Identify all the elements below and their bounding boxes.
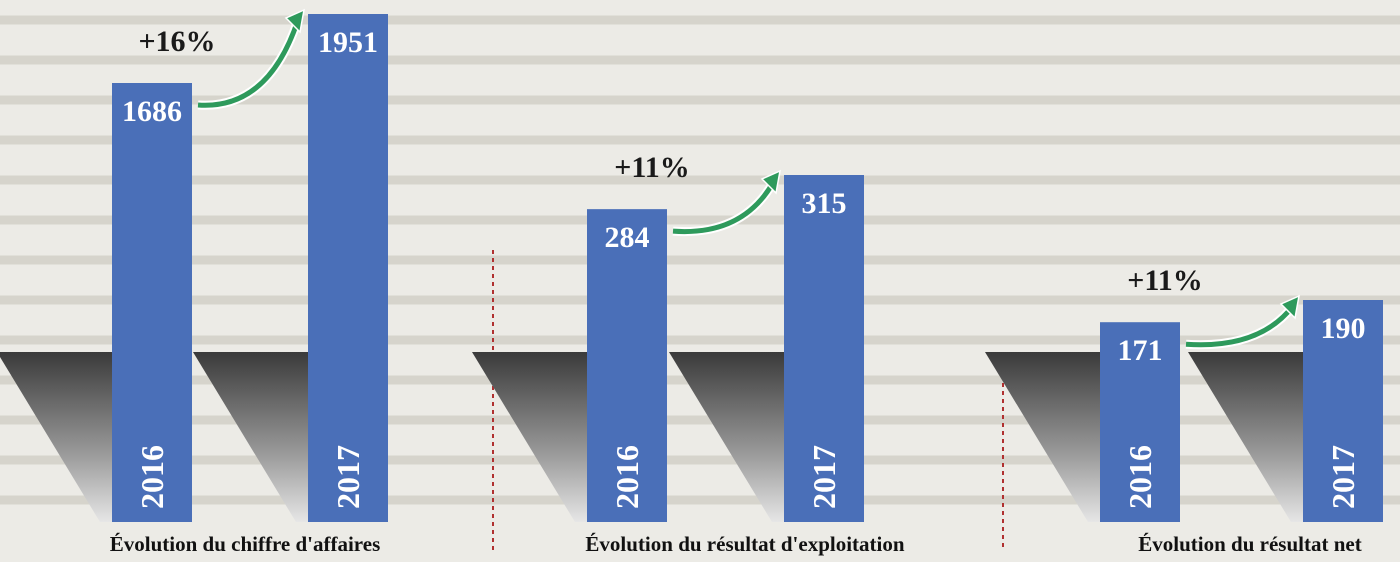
value-label: 315 <box>802 187 847 220</box>
value-label: 1951 <box>318 26 378 59</box>
chart-title: Évolution du résultat net <box>1138 532 1361 556</box>
growth-label: +11% <box>1127 264 1202 297</box>
growth-label: +11% <box>614 151 689 184</box>
value-label: 1686 <box>122 95 182 128</box>
value-label: 190 <box>1321 312 1366 345</box>
page: 1686 2016 1951 2017 +16% Évolution du chiffre… <box>0 0 1400 557</box>
chart-title: Évolution du résultat d'exploitation <box>585 532 904 556</box>
category-label: 2017 <box>806 445 842 509</box>
background-text <box>0 20 1400 500</box>
category-label: 2017 <box>1325 445 1361 509</box>
value-label: 284 <box>605 221 650 254</box>
value-label: 171 <box>1118 334 1163 367</box>
growth-label: +16% <box>138 25 215 58</box>
category-label: 2017 <box>330 445 366 509</box>
chart: 1686 2016 1951 2017 +16% Évolution du chiffre… <box>0 0 1400 557</box>
category-label: 2016 <box>1122 445 1158 509</box>
category-label: 2016 <box>609 445 645 509</box>
chart-title: Évolution du chiffre d'affaires <box>110 532 381 556</box>
category-label: 2016 <box>134 445 170 509</box>
